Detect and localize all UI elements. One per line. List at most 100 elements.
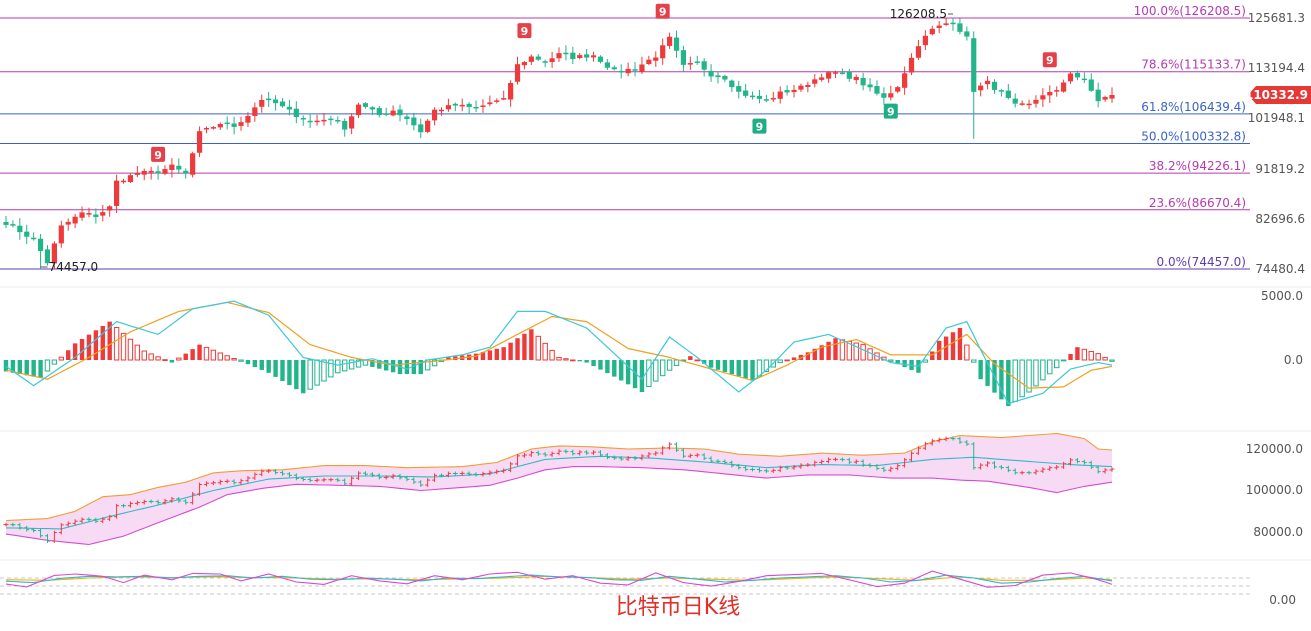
- macd-histogram-bar: [127, 338, 134, 361]
- macd-histogram-bar: [743, 360, 748, 379]
- macd-histogram-bar: [950, 332, 956, 360]
- macd-histogram-bar: [197, 344, 202, 360]
- candle-body: [1067, 73, 1074, 82]
- macd-tick-label-1: 0.0: [1284, 353, 1303, 367]
- candle-body: [943, 23, 949, 25]
- macd-histogram-bar: [3, 360, 9, 372]
- candle-body: [984, 80, 991, 85]
- macd-histogram-bar: [79, 339, 85, 360]
- candle-body: [611, 67, 617, 70]
- macd-histogram-bar: [72, 343, 78, 360]
- candle-body: [17, 225, 23, 233]
- candle-body: [1005, 90, 1011, 98]
- candle-body: [722, 75, 728, 80]
- candle-body: [445, 105, 451, 110]
- macd-histogram-bar: [183, 353, 188, 360]
- td-signal-label-5: 9: [887, 106, 895, 119]
- candle-body: [998, 90, 1004, 92]
- low-annotation: 74457.0: [49, 260, 99, 274]
- macd-histogram-bar: [210, 349, 217, 361]
- macd-histogram-bar: [791, 357, 797, 360]
- macd-histogram-bar: [522, 333, 527, 360]
- candle-body: [749, 95, 756, 98]
- macd-histogram-bar: [632, 360, 638, 389]
- candle-body: [24, 231, 30, 237]
- candle-body: [196, 131, 203, 153]
- macd-histogram-bar: [964, 344, 970, 361]
- candle-body: [673, 37, 680, 51]
- macd-histogram-bar: [335, 359, 341, 374]
- candle-body: [964, 31, 970, 37]
- macd-histogram-bar: [812, 348, 817, 360]
- candle-body: [1088, 79, 1094, 91]
- candle-body: [376, 108, 382, 115]
- macd-histogram-bar: [301, 360, 306, 394]
- macd-histogram-bar: [839, 339, 846, 361]
- candle-body: [694, 61, 700, 63]
- macd-histogram-bar: [44, 359, 51, 372]
- candle-body: [950, 22, 956, 25]
- candle-body: [597, 56, 604, 62]
- candle-body: [549, 58, 555, 63]
- macd-histogram-bar: [1040, 359, 1046, 381]
- boll-price-bars: [3, 436, 1115, 543]
- macd-histogram-bar: [860, 344, 866, 361]
- macd-histogram-bar: [100, 325, 105, 360]
- candle-body: [487, 102, 493, 105]
- candle-body: [680, 50, 687, 65]
- macd-histogram-bar: [756, 359, 763, 377]
- macd-histogram-bar: [833, 338, 838, 360]
- candle-body: [404, 116, 410, 120]
- boll-tick-label-2: 80000.0: [1253, 525, 1303, 539]
- candle-body: [763, 99, 769, 101]
- td-signal-marker-1: [655, 3, 670, 19]
- fib-label-0: 100.0%(126208.5): [1134, 4, 1246, 18]
- macd-histogram-bar: [895, 360, 900, 365]
- macd-histogram-bar: [1054, 359, 1060, 369]
- macd-histogram-bar: [819, 345, 824, 360]
- candle-body: [715, 75, 721, 78]
- candle-body: [190, 153, 196, 175]
- macd-histogram-bar: [1033, 359, 1039, 387]
- macd-histogram-bar: [224, 355, 230, 361]
- candle-body: [3, 221, 9, 225]
- fib-label-3: 50.0%(100332.8): [1141, 129, 1246, 143]
- macd-histogram-bar: [446, 357, 451, 360]
- candle-body: [224, 122, 230, 125]
- td-signal-label-4: 9: [756, 121, 764, 134]
- macd-histogram-bar: [957, 328, 963, 360]
- macd-histogram-bar: [673, 359, 680, 367]
- candle-body: [279, 101, 286, 107]
- td-signal-label-2: 9: [521, 25, 529, 38]
- macd-histogram-bar: [943, 336, 949, 360]
- candle-body: [231, 123, 237, 127]
- macd-histogram-bar: [287, 360, 292, 386]
- candle-body: [120, 180, 127, 183]
- candle-body: [570, 52, 576, 60]
- candle-body: [342, 120, 348, 130]
- macd-histogram-bar: [86, 334, 92, 360]
- candle-body: [217, 124, 223, 128]
- macd-histogram-bar: [556, 356, 562, 361]
- candle-body: [929, 28, 935, 35]
- macd-histogram-bar: [591, 360, 596, 367]
- macd-histogram-bar: [619, 360, 624, 381]
- candle-body: [272, 99, 279, 104]
- macd-tick-label-0: 5000.0: [1261, 289, 1303, 303]
- macd-histogram-bar: [162, 359, 168, 361]
- macd-histogram-bar: [736, 360, 741, 377]
- macd-histogram-bar: [784, 359, 790, 362]
- candle-body: [93, 214, 99, 218]
- candle-body: [1019, 103, 1025, 105]
- macd-histogram-bar: [190, 349, 195, 360]
- macd-histogram-bar: [1012, 359, 1018, 402]
- candle-body: [141, 170, 147, 175]
- macd-histogram-bar: [252, 360, 258, 368]
- candle-body: [514, 64, 521, 82]
- macd-histogram-bar: [570, 359, 576, 362]
- candle-body: [687, 63, 693, 65]
- candle-body: [314, 120, 320, 123]
- price-tick-label-2: 101948.1: [1248, 111, 1305, 125]
- macd-histogram-bar: [377, 360, 382, 369]
- kdj-panel: 0.00: [0, 570, 1296, 607]
